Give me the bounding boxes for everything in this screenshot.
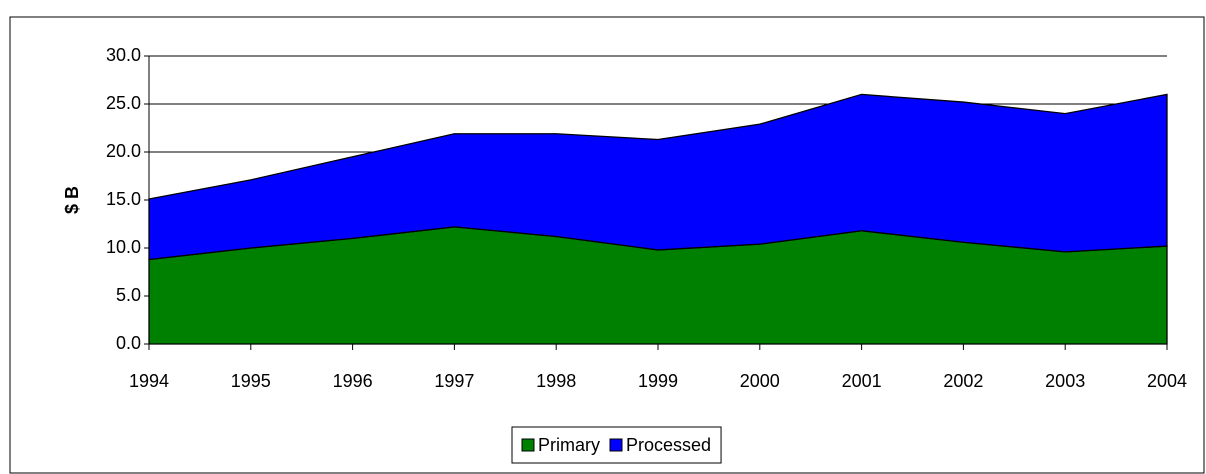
x-tick-label: 1998 — [536, 371, 576, 391]
y-axis-label: $ B — [62, 186, 82, 214]
x-tick-label: 1994 — [129, 371, 169, 391]
legend-swatch — [609, 438, 623, 452]
x-tick-label: 1997 — [434, 371, 474, 391]
y-tick-label: 0.0 — [116, 333, 141, 353]
x-tick-label: 2003 — [1045, 371, 1085, 391]
x-tick-label: 2001 — [842, 371, 882, 391]
y-tick-label: 15.0 — [106, 189, 141, 209]
legend-swatch — [521, 438, 535, 452]
legend-label: Processed — [626, 435, 711, 455]
x-tick-label: 1995 — [231, 371, 271, 391]
y-tick-label: 30.0 — [106, 45, 141, 65]
area — [148, 93, 1168, 261]
x-tick-label: 1996 — [333, 371, 373, 391]
x-tick-label: 2000 — [740, 371, 780, 391]
legend-label: Primary — [538, 435, 600, 455]
y-tick-label: 5.0 — [116, 285, 141, 305]
y-tick-label: 25.0 — [106, 93, 141, 113]
y-tick-label: 20.0 — [106, 141, 141, 161]
x-tick-label: 1999 — [638, 371, 678, 391]
x-tick-label: 2002 — [943, 371, 983, 391]
x-tick-label: 2004 — [1147, 371, 1187, 391]
legend: Primary Processed — [511, 426, 722, 464]
y-tick-label: 10.0 — [106, 237, 141, 257]
